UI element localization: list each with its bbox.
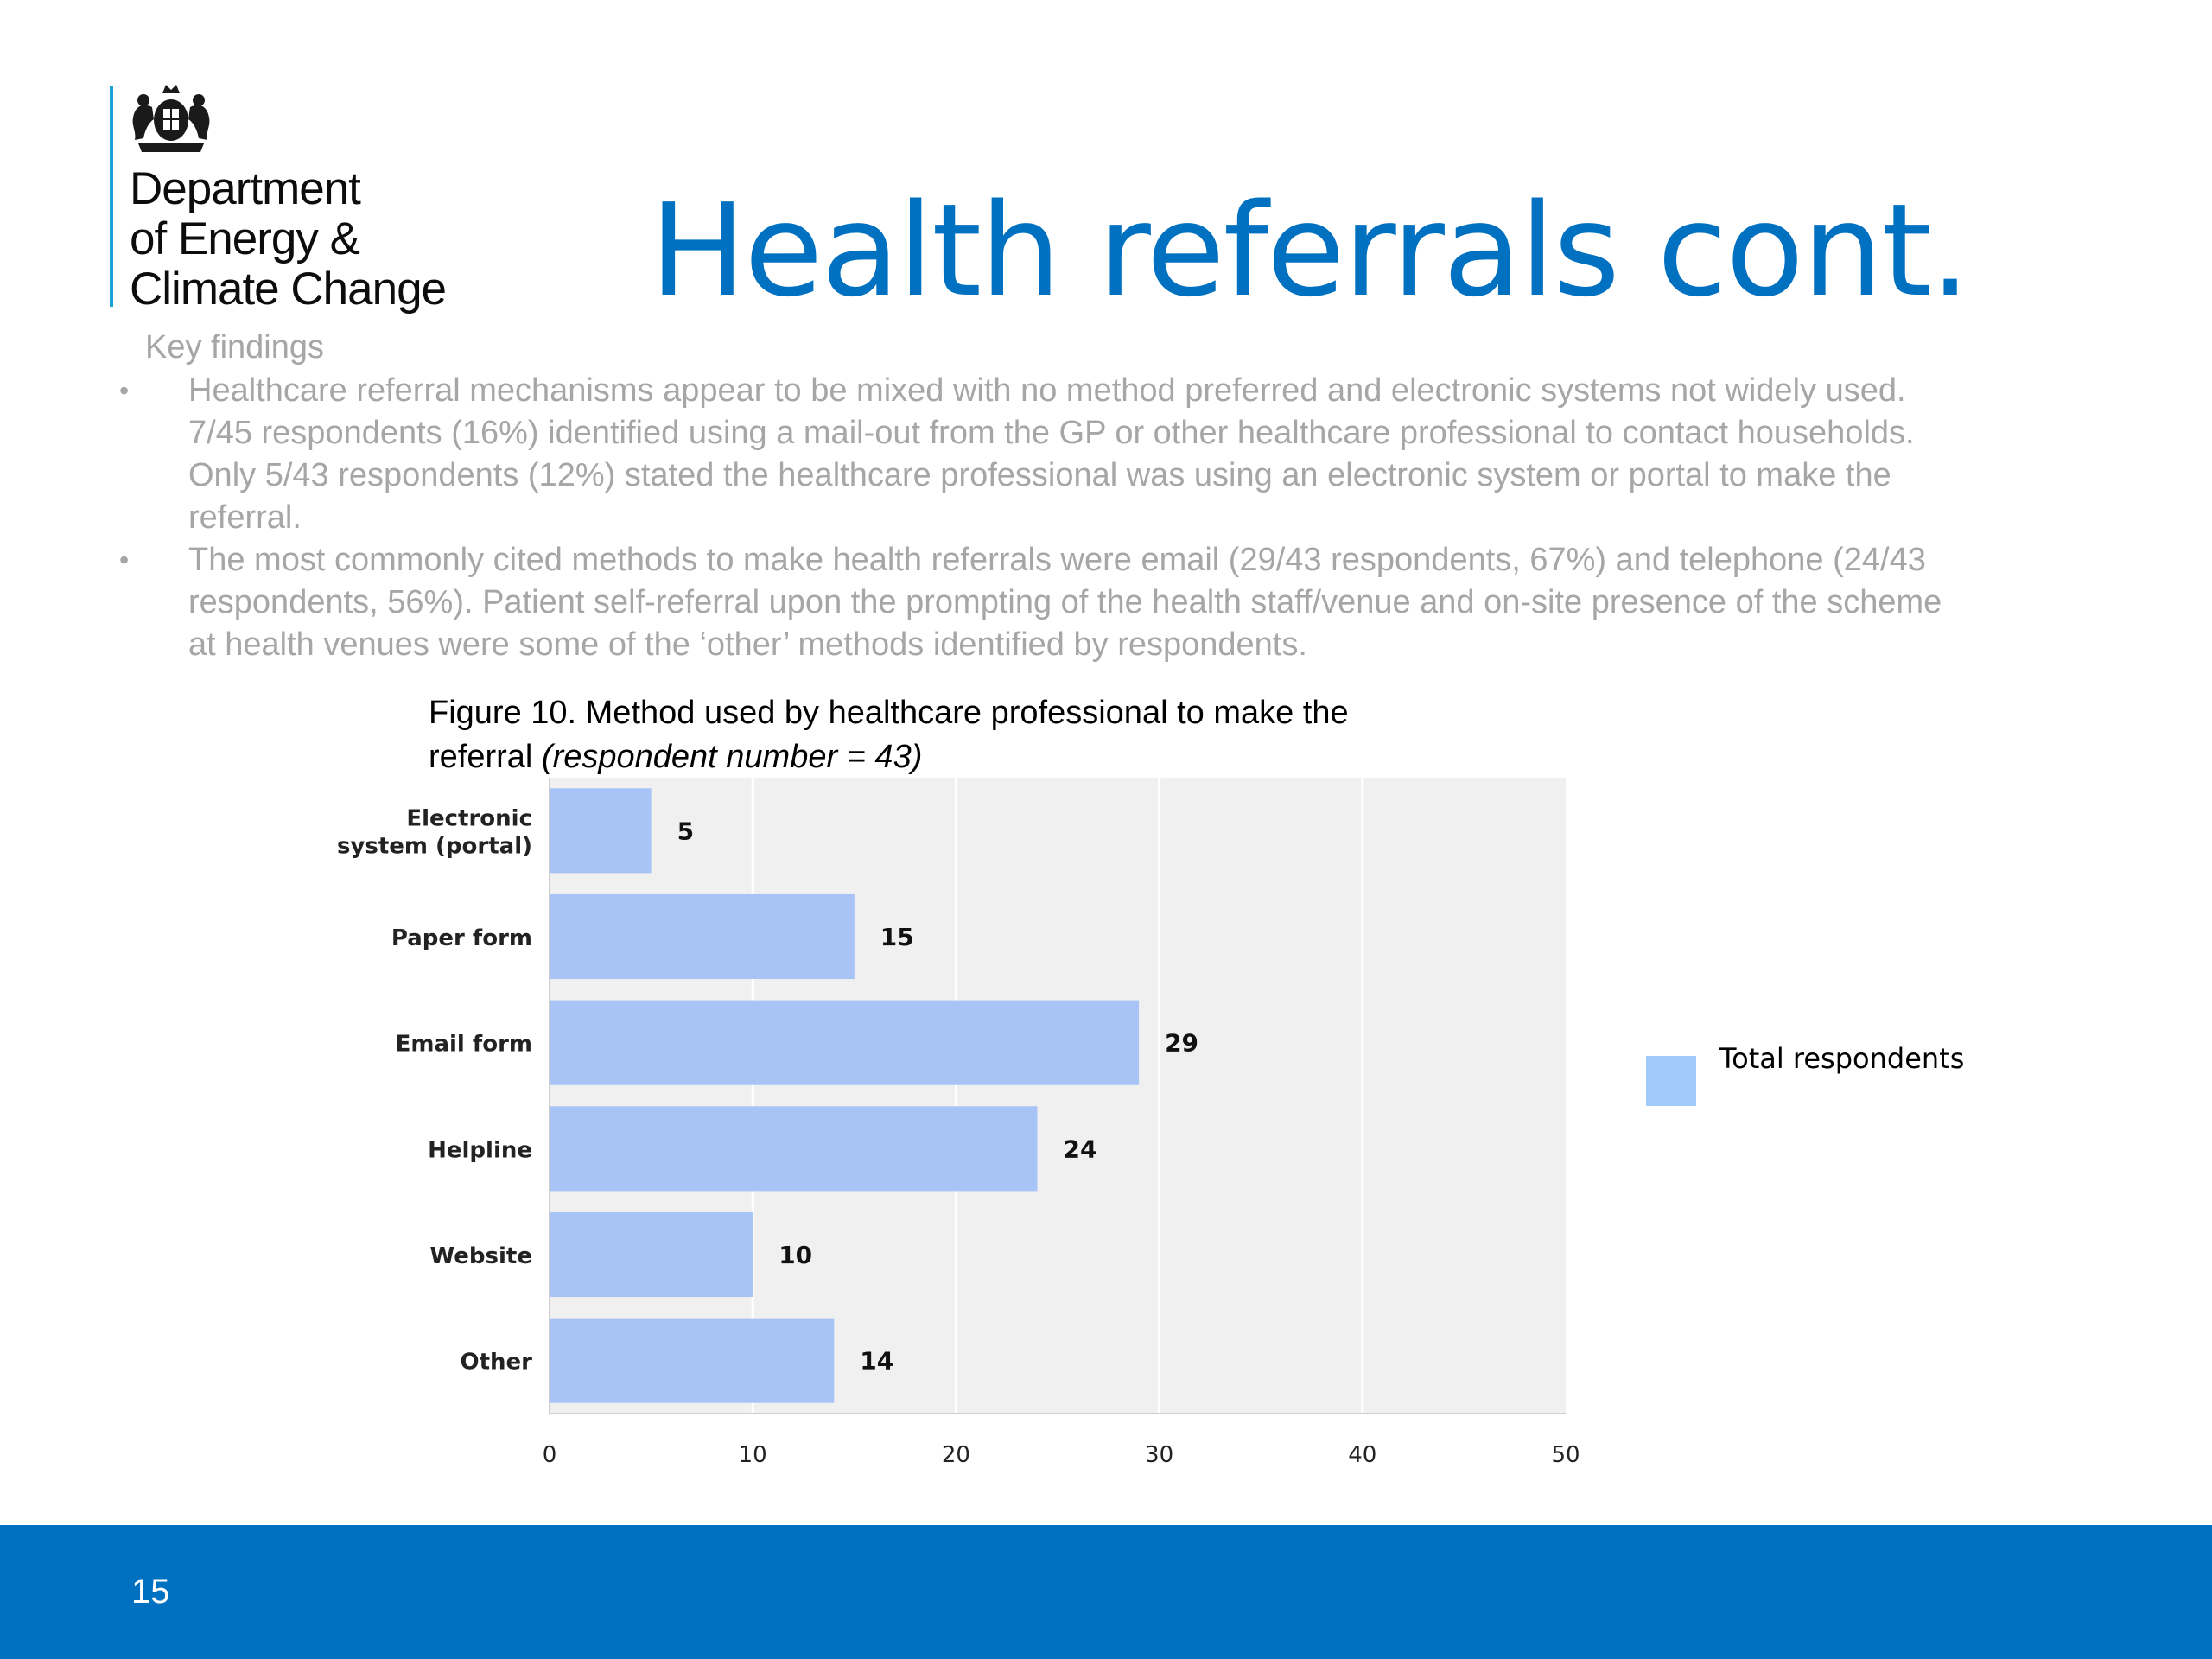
category-label: Website bbox=[430, 1243, 532, 1269]
finding-item: • The most commonly cited methods to make… bbox=[112, 539, 1970, 666]
royal-crest-icon bbox=[132, 85, 210, 152]
data-label: 24 bbox=[1063, 1135, 1096, 1163]
key-findings-list: • Healthcare referral mechanisms appear t… bbox=[112, 370, 1970, 666]
org-line-1: Department bbox=[130, 163, 361, 214]
bullet-icon: • bbox=[119, 544, 130, 575]
data-label: 10 bbox=[779, 1241, 812, 1269]
data-label: 5 bbox=[677, 817, 694, 845]
x-tick-label: 50 bbox=[1551, 1442, 1580, 1468]
finding-item: • Healthcare referral mechanisms appear t… bbox=[112, 370, 1970, 539]
category-label: Helpline bbox=[428, 1137, 532, 1163]
bar bbox=[550, 788, 652, 874]
x-tick-label: 10 bbox=[739, 1442, 767, 1468]
x-tick-label: 0 bbox=[543, 1442, 557, 1468]
x-tick-label: 20 bbox=[942, 1442, 970, 1468]
bar bbox=[550, 893, 855, 980]
figure-title-main: Figure 10. Method used by healthcare pro… bbox=[429, 695, 1349, 775]
key-findings-heading: Key findings bbox=[145, 329, 325, 365]
x-tick-label: 30 bbox=[1145, 1442, 1173, 1468]
finding-text: Healthcare referral mechanisms appear to… bbox=[188, 372, 1915, 536]
figure-title-italic: (respondent number = 43) bbox=[541, 739, 923, 775]
bar bbox=[550, 1000, 1140, 1085]
slide-title: Health referrals cont. bbox=[650, 176, 1971, 325]
organisation-name: Department of Energy & Climate Change bbox=[130, 163, 447, 315]
x-tick-label: 40 bbox=[1348, 1442, 1376, 1468]
legend-label: Total respondents bbox=[1719, 1042, 1964, 1075]
category-label: Electronic bbox=[406, 805, 532, 831]
bullet-icon: • bbox=[119, 375, 130, 406]
bar bbox=[550, 1318, 835, 1403]
figure-title: Figure 10. Method used by healthcare pro… bbox=[429, 691, 1422, 779]
footer-bar bbox=[0, 1525, 2212, 1659]
category-label: Email form bbox=[396, 1032, 532, 1058]
plot-area bbox=[550, 778, 1566, 1414]
data-label: 29 bbox=[1165, 1029, 1198, 1058]
logo-rule bbox=[110, 86, 113, 307]
finding-text: The most commonly cited methods to make … bbox=[188, 542, 1942, 663]
org-line-2: of Energy & bbox=[130, 213, 360, 264]
page-number: 15 bbox=[131, 1573, 170, 1611]
legend-swatch bbox=[1646, 1056, 1696, 1106]
org-line-3: Climate Change bbox=[130, 264, 447, 315]
category-label: system (portal) bbox=[337, 833, 532, 859]
category-label: Paper form bbox=[391, 925, 532, 951]
data-label: 14 bbox=[860, 1347, 893, 1376]
bar bbox=[550, 1211, 753, 1298]
data-label: 15 bbox=[880, 923, 914, 951]
bar bbox=[550, 1106, 1038, 1192]
category-label: Other bbox=[461, 1350, 533, 1376]
